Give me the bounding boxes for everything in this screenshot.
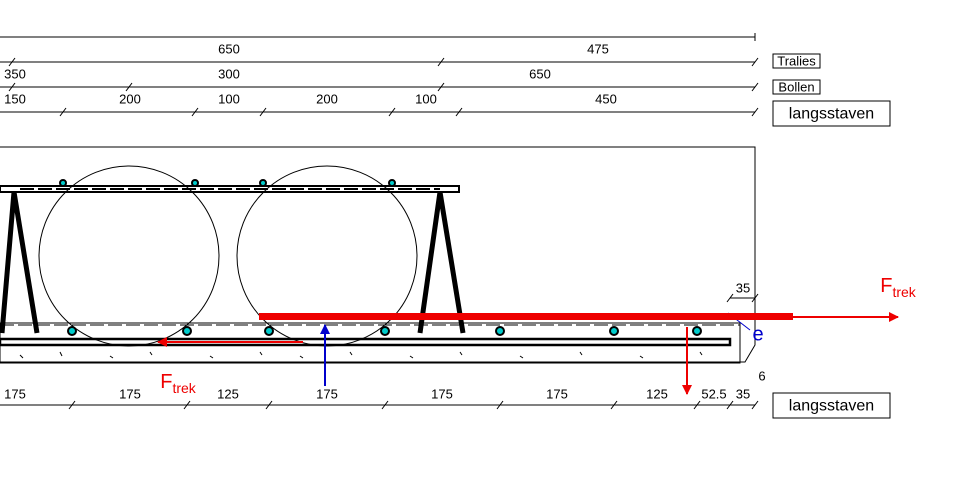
legend-label: Tralies [777,53,816,68]
dimension-label: 475 [587,41,609,56]
dimension-tick [751,107,759,117]
legend-box [772,100,891,127]
dimension-label: 175 [431,386,453,401]
forces: Ftrek Ftrek e 35 6 [157,275,917,396]
legend-box [772,392,891,419]
structure [0,33,759,364]
dimension-label: 100 [415,91,437,106]
dimension-tick [496,400,504,410]
dimension-label: 650 [218,41,240,56]
legend-box [772,53,821,69]
dimension-tick [751,57,759,67]
dimension-label: 125 [217,386,239,401]
dimension-tick [59,107,67,117]
dimension-tick [259,107,267,117]
legend-label: langsstaven [789,398,874,415]
dimension-label: 200 [316,91,338,106]
legend-box [772,79,821,95]
dimension-label: 350 [4,66,26,81]
dimension-label: 175 [119,386,141,401]
dimension-label: 175 [546,386,568,401]
dimension-tick [455,107,463,117]
dimension-label: 100 [218,91,240,106]
dimension-tick [191,107,199,117]
dimension-label: 150 [4,91,26,106]
dimension-tick [381,400,389,410]
dimension-tick [437,57,445,67]
dimension-tick [693,400,701,410]
force-left-label: Ftrek [160,371,197,395]
cover-width: 35 [736,280,750,295]
dimension-label: 125 [646,386,668,401]
dimension-tick [125,82,133,92]
dimension-tick [388,107,396,117]
dimension-label: 200 [119,91,141,106]
force-right-label: Ftrek [880,275,917,299]
dimension-label: 175 [4,386,26,401]
dimension-tick [437,82,445,92]
dimension-tick [183,400,191,410]
dimension-tick [751,82,759,92]
dimension-label: 450 [595,91,617,106]
dimension-tick [610,400,618,410]
dimension-tick [68,400,76,410]
dimension-label: 52.5 [701,386,726,401]
dimension-tick [8,82,16,92]
eccentricity: e [752,323,763,345]
cover-height: 6 [758,368,765,383]
dimension-tick [751,400,759,410]
dimension-tick [265,400,273,410]
dimension-label: 650 [529,66,551,81]
legend-label: langsstaven [789,106,874,123]
dimension-label: 175 [316,386,338,401]
dimension-label: 35 [736,386,750,401]
dimension-label: 300 [218,66,240,81]
legend-label: Bollen [778,79,814,94]
dimension-tick [726,400,734,410]
dimension-tick [8,57,16,67]
